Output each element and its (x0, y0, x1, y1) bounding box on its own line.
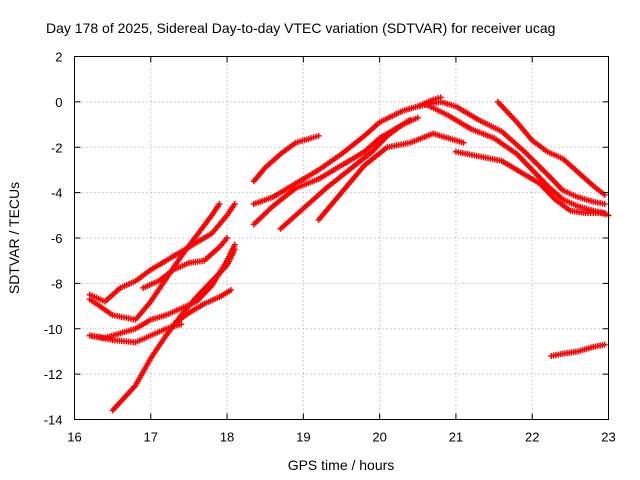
series-track-7 (170, 287, 234, 328)
x-axis-label: GPS time / hours (288, 457, 395, 473)
x-tick-label: 22 (525, 430, 539, 445)
series-track-16 (494, 98, 608, 198)
data-point (315, 132, 322, 139)
series-track-12 (315, 130, 467, 223)
data-point (231, 246, 238, 253)
y-tick-label: 0 (55, 95, 62, 110)
data-point (460, 139, 467, 146)
x-tick-label: 18 (220, 430, 234, 445)
y-tick-label: 2 (55, 50, 62, 65)
data-point (601, 341, 608, 348)
series-track-3 (86, 241, 238, 341)
series-track-15 (452, 148, 612, 219)
y-tick-label: -10 (44, 322, 63, 337)
x-tick-label: 21 (449, 430, 463, 445)
series-track-13 (414, 98, 608, 207)
series-track-2 (86, 200, 223, 323)
series-track-14 (422, 101, 608, 217)
chart-title: Day 178 of 2025, Sidereal Day-to-day VTE… (46, 20, 555, 36)
data-point (601, 200, 608, 207)
series-track-17 (548, 341, 608, 359)
data-point (178, 321, 185, 328)
data-point (414, 114, 421, 121)
y-tick-label: -8 (51, 276, 63, 291)
x-tick-label: 17 (144, 430, 158, 445)
x-tick-label: 16 (67, 430, 81, 445)
series-track-1 (86, 200, 238, 305)
data-point (227, 287, 234, 294)
series-track-5 (109, 246, 238, 414)
x-tick-label: 23 (601, 430, 615, 445)
x-tick-label: 20 (372, 430, 386, 445)
y-axis-label: SDTVAR / TECUs (6, 182, 22, 294)
series-track-9 (250, 94, 444, 207)
series-track-6 (140, 235, 231, 291)
grid (74, 56, 609, 420)
y-tick-label: -14 (44, 413, 63, 428)
y-tick-label: -12 (44, 367, 63, 382)
series-track-8 (250, 132, 322, 185)
y-tick-label: -6 (51, 231, 63, 246)
data-point (224, 235, 231, 241)
data-point (231, 200, 238, 207)
series-track-11 (277, 114, 421, 232)
y-tick-label: -2 (51, 140, 63, 155)
y-tick-label: -4 (51, 186, 63, 201)
data-points (86, 94, 612, 414)
x-tick-label: 19 (296, 430, 310, 445)
data-point (216, 200, 223, 207)
